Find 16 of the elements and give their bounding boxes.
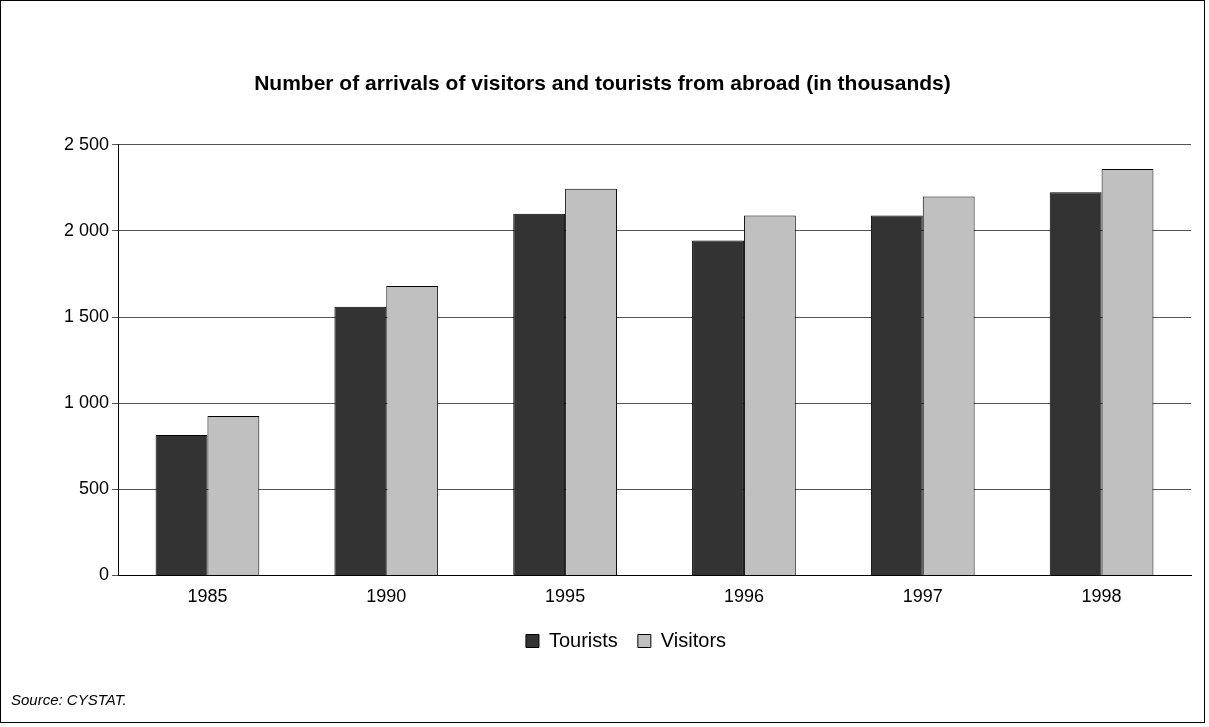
x-tick-label: 1990 xyxy=(366,586,407,607)
x-tick-label: 1996 xyxy=(723,586,764,607)
y-tick-label: 2 500 xyxy=(64,133,110,154)
x-tick-label: 1997 xyxy=(902,586,943,607)
x-tick-label: 1998 xyxy=(1081,586,1122,607)
y-tick-label: 500 xyxy=(79,478,110,499)
y-tick-label: 1 500 xyxy=(64,306,110,327)
source-note: Source: CYSTAT. xyxy=(11,691,127,708)
y-tick-label: 1 000 xyxy=(64,392,110,413)
x-tick-label: 1985 xyxy=(187,586,228,607)
chart-title: Number of arrivals of visitors and tourists from abroad (in thousands) xyxy=(253,71,952,95)
legend-label: Visitors xyxy=(660,628,727,651)
y-tick-label: 2 000 xyxy=(64,219,110,240)
legend-label: Tourists xyxy=(548,628,618,651)
x-tick-label: 1995 xyxy=(545,586,586,607)
y-tick-label: 0 xyxy=(99,564,110,585)
